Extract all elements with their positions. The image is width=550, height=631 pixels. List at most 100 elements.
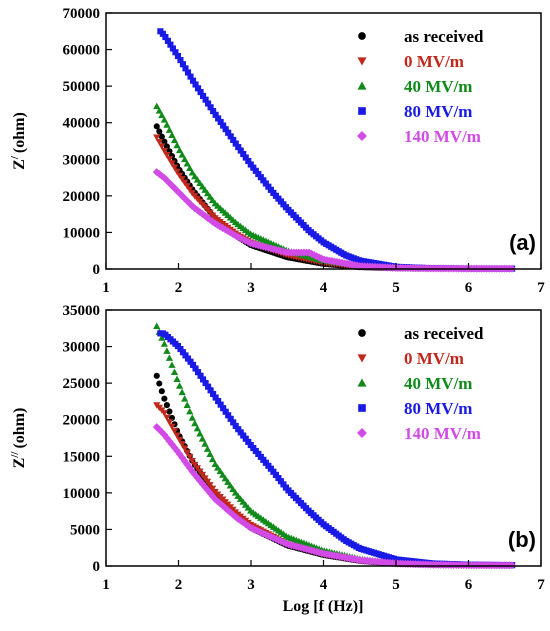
data-point	[159, 30, 166, 37]
y-tick-label: 40000	[63, 116, 101, 132]
data-point	[170, 428, 179, 435]
data-point	[192, 365, 199, 372]
data-point	[188, 414, 196, 421]
data-point	[215, 398, 222, 405]
data-point	[220, 405, 227, 412]
data-point	[170, 164, 179, 171]
data-point	[178, 441, 186, 448]
y-tick-label: 0	[93, 559, 101, 575]
panel-b-label: (b)	[508, 527, 536, 552]
data-point	[195, 476, 204, 485]
data-point	[165, 354, 174, 361]
data-point	[187, 358, 194, 365]
data-point	[226, 228, 235, 237]
panel-a-y-axis-label-unit: (ohm)	[11, 112, 28, 153]
y-tick-label: 5000	[70, 522, 100, 538]
data-point	[201, 475, 209, 482]
legend-marker	[357, 81, 367, 90]
data-point	[167, 41, 174, 48]
data-point	[188, 202, 197, 211]
data-point	[237, 429, 244, 436]
data-point	[194, 85, 202, 92]
data-point	[225, 129, 232, 136]
y-tick-label: 70000	[63, 6, 101, 22]
data-point	[183, 183, 191, 190]
data-point	[188, 169, 196, 176]
legend-label: as received	[404, 324, 484, 343]
legend-marker	[357, 428, 367, 438]
data-point	[152, 423, 161, 431]
data-point	[183, 160, 191, 167]
data-point	[152, 168, 161, 177]
data-point	[233, 514, 242, 523]
data-point	[183, 449, 191, 457]
data-point	[161, 138, 168, 145]
data-point	[242, 435, 249, 442]
data-point	[240, 432, 247, 439]
data-point	[228, 229, 237, 238]
data-point	[173, 375, 181, 382]
data-point	[241, 520, 250, 529]
data-point	[181, 395, 189, 402]
data-point	[208, 455, 217, 463]
data-point	[272, 471, 279, 478]
data-point	[212, 111, 219, 118]
data-point	[184, 355, 192, 362]
data-point	[185, 199, 194, 208]
data-point	[197, 89, 204, 96]
series-140-mv-m	[152, 423, 516, 570]
panel-b-legend: as received 0 MV/m 40 MV/m 80 MV/m 140 MV/m	[357, 324, 484, 443]
data-point	[168, 361, 176, 368]
panel-a: 1 2 3 4 5 6 7 0 10000 20000 30000 40000 50000 60000 70…	[9, 6, 545, 296]
data-point	[242, 154, 249, 161]
data-point	[232, 422, 239, 429]
data-point	[240, 150, 247, 158]
data-point	[163, 152, 171, 159]
data-point	[189, 361, 197, 368]
data-point	[265, 183, 272, 190]
data-point	[168, 423, 176, 431]
data-point	[223, 506, 232, 515]
data-point	[201, 211, 209, 220]
x-tick-label: 2	[175, 280, 183, 296]
data-point	[178, 176, 186, 183]
data-point	[158, 334, 166, 341]
data-point	[198, 435, 207, 442]
data-point	[170, 368, 179, 375]
data-point	[196, 468, 204, 476]
x-tick-label: 4	[320, 280, 328, 296]
data-point	[237, 147, 244, 154]
y-tick-label: 60000	[63, 43, 101, 59]
x-tick-label: 4	[320, 577, 328, 593]
data-point	[178, 388, 186, 396]
data-point	[217, 118, 224, 126]
data-point	[160, 340, 168, 347]
data-point	[187, 73, 194, 80]
data-point	[216, 222, 225, 231]
panel-b-y-axis-label-unit: (ohm)	[11, 408, 28, 449]
series-140-mv-m	[152, 168, 516, 273]
data-point	[247, 161, 254, 168]
data-point	[220, 122, 227, 129]
data-point	[181, 445, 189, 452]
legend-label: 140 MV/m	[404, 127, 481, 146]
data-point	[192, 81, 199, 88]
data-point	[165, 419, 174, 426]
y-tick-label: 10000	[63, 486, 101, 502]
panel-a-y-axis-label-main: Z	[11, 159, 28, 170]
data-point	[212, 394, 219, 401]
data-point	[206, 482, 214, 489]
data-point	[205, 383, 212, 390]
data-point	[277, 478, 284, 485]
panel-a-y-axis-label: Z/ (ohm)	[9, 112, 28, 170]
data-point	[250, 164, 257, 171]
data-point	[193, 424, 201, 432]
data-point	[172, 49, 179, 56]
data-point	[161, 395, 168, 402]
data-point	[221, 474, 229, 482]
data-point	[230, 136, 237, 144]
data-point	[178, 453, 187, 462]
data-point	[189, 77, 197, 84]
data-point	[186, 164, 194, 172]
panel-a-label: (a)	[509, 230, 536, 255]
